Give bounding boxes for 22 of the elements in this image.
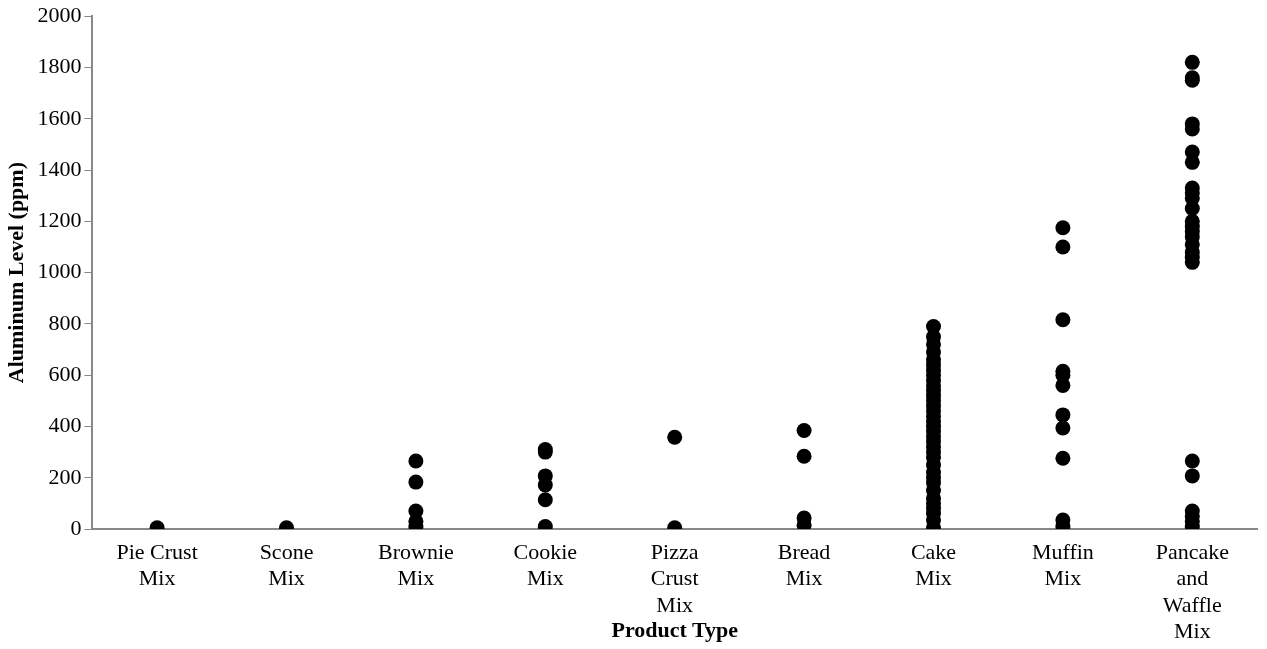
y-tick-label: 0	[70, 514, 82, 540]
x-tick-label: Bread Mix	[777, 538, 831, 591]
y-tick-label: 400	[48, 412, 82, 438]
y-tick-label: 2000	[37, 1, 82, 27]
y-tick-label: 200	[48, 463, 82, 489]
y-tick-label: 1800	[37, 53, 82, 79]
y-axis-title: Aluminum Level (ppm)	[2, 161, 28, 384]
x-tick-label: Pancake and Waffle Mix	[1155, 538, 1229, 644]
x-tick-label: Cookie Mix	[513, 538, 578, 591]
x-tick-label: Pizza Crust Mix	[650, 538, 699, 617]
y-tick-label: 600	[48, 360, 82, 386]
x-tick-label: Muffin Mix	[1031, 538, 1094, 591]
y-tick-label: 800	[48, 309, 82, 335]
x-tick-label: Pie Crust Mix	[116, 538, 198, 591]
x-tick-label: Scone Mix	[259, 538, 314, 591]
y-tick-label: 1000	[37, 258, 82, 284]
y-tick-label: 1600	[37, 104, 82, 130]
x-tick-label: Brownie Mix	[378, 538, 454, 591]
y-tick-label: 1200	[37, 207, 82, 233]
x-axis-title: Product Type	[611, 617, 739, 643]
x-tick-label: Cake Mix	[910, 538, 957, 591]
y-tick-label: 1400	[37, 155, 82, 181]
